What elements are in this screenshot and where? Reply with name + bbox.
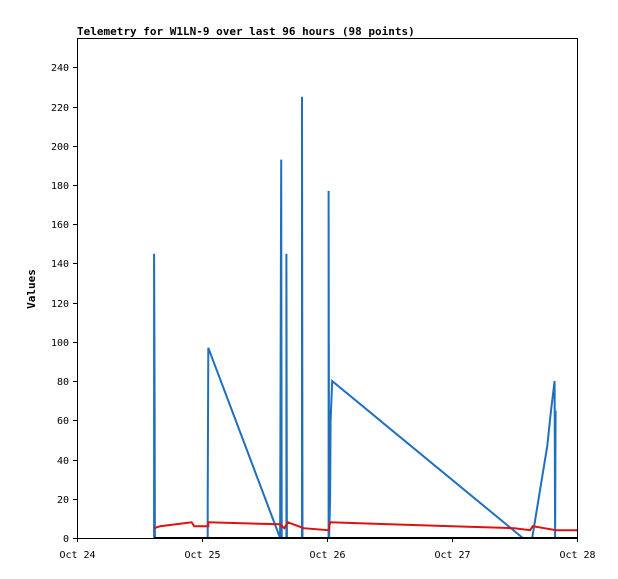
y-tick-label: 240 bbox=[51, 63, 69, 74]
x-tick-label: Oct 26 bbox=[309, 550, 345, 561]
y-tick-label: 100 bbox=[51, 338, 69, 349]
x-tick-label: Oct 27 bbox=[434, 550, 470, 561]
series-line-2 bbox=[153, 521, 577, 532]
y-tick-label: 120 bbox=[51, 299, 69, 310]
y-tick-label: 180 bbox=[51, 181, 69, 192]
y-tick-label: 80 bbox=[57, 377, 69, 388]
series-line-1 bbox=[153, 96, 557, 539]
x-tick-label: Oct 28 bbox=[559, 550, 595, 561]
y-axis: 0 20 40 60 80 100 120 140 160 180 200 220 240 bbox=[51, 63, 77, 545]
chart-title: Telemetry for W1LN-9 over last 96 hours … bbox=[77, 25, 415, 38]
y-axis-label: Values bbox=[25, 269, 38, 309]
y-tick-label: 140 bbox=[51, 259, 69, 270]
x-tick-label: Oct 25 bbox=[184, 550, 220, 561]
y-tick-label: 20 bbox=[57, 495, 69, 506]
y-tick-label: 160 bbox=[51, 220, 69, 231]
y-tick-label: 60 bbox=[57, 416, 69, 427]
y-tick-label: 0 bbox=[63, 534, 69, 545]
y-tick-label: 40 bbox=[57, 456, 69, 467]
y-tick-label: 200 bbox=[51, 142, 69, 153]
y-tick-label: 220 bbox=[51, 103, 69, 114]
x-tick-label: Oct 24 bbox=[59, 550, 95, 561]
x-axis: Oct 24 Oct 25 Oct 26 Oct 27 Oct 28 bbox=[59, 538, 596, 561]
